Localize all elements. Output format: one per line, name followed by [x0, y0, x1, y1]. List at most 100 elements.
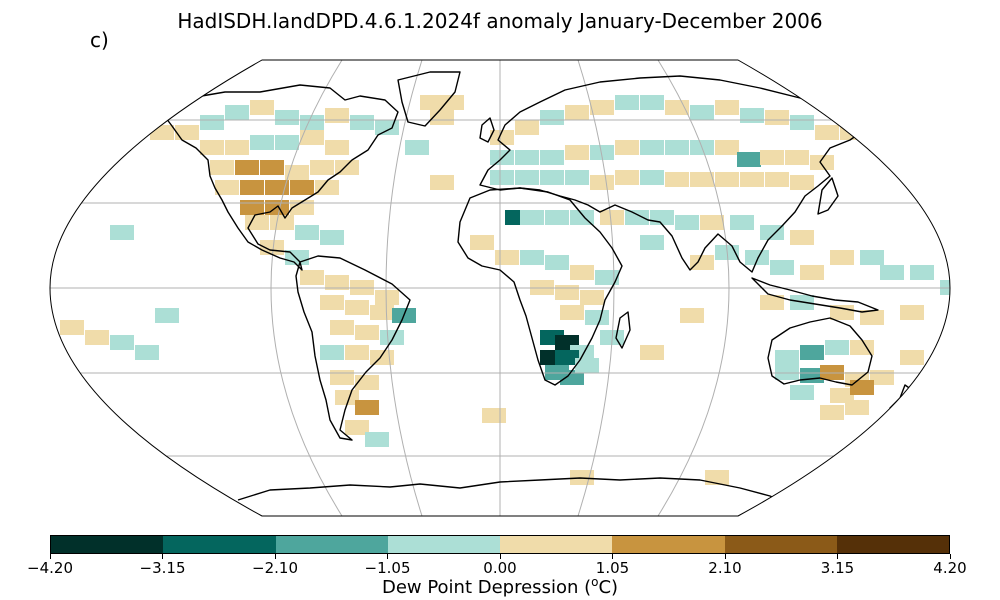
anomaly-cell: [850, 340, 874, 355]
anomaly-cell: [825, 340, 849, 355]
anomaly-cell: [640, 95, 664, 110]
anomaly-cell: [375, 290, 399, 305]
anomaly-cell: [665, 140, 689, 155]
anomaly-cell: [575, 358, 599, 373]
meridian-60w: [385, 60, 423, 516]
anomaly-cell: [520, 250, 544, 265]
anomaly-cell: [850, 380, 874, 395]
anomaly-cell: [845, 400, 869, 415]
graticule: [50, 60, 950, 516]
anomaly-cell: [810, 155, 834, 170]
colorbar-label: Dew Point Depression (oC): [381, 575, 619, 598]
anomaly-cell: [490, 130, 514, 145]
anomaly-cell: [320, 295, 344, 310]
anomaly-cell: [240, 180, 264, 195]
north-america-outline: [159, 84, 399, 271]
anomaly-cell: [640, 345, 664, 360]
anomaly-cell: [570, 265, 594, 280]
anomaly-cell: [345, 345, 369, 360]
colorbar-segment-5: [612, 536, 725, 553]
anomaly-cell: [210, 160, 234, 175]
anomaly-cell: [265, 180, 289, 195]
anomaly-cell: [565, 170, 589, 185]
colorbar-tick: [949, 554, 951, 559]
anomaly-cell: [365, 432, 389, 447]
japan-outline: [817, 177, 839, 215]
anomaly-cell: [830, 388, 854, 403]
colorbar-tick-label: 2.10: [708, 559, 742, 577]
uk-outline: [479, 117, 495, 143]
colorbar-segment-2: [275, 536, 388, 553]
anomaly-grid-cells: [60, 95, 950, 485]
coastlines: [159, 71, 916, 506]
anomaly-cell: [690, 255, 714, 270]
anomaly-cell: [300, 270, 324, 285]
world-map: [49, 59, 951, 517]
meridian-120w: [270, 60, 343, 516]
anomaly-cell: [665, 172, 689, 187]
colorbar-segment-7: [836, 536, 949, 553]
anomaly-cell: [715, 100, 739, 115]
anomaly-cell: [300, 115, 324, 130]
anomaly-cell: [740, 108, 764, 123]
map-boundary: [49, 59, 951, 517]
anomaly-cell: [320, 345, 344, 360]
anomaly-cell: [355, 325, 379, 340]
anomaly-cell: [490, 170, 514, 185]
anomaly-cell: [540, 150, 564, 165]
colorbar-tick-label: −1.05: [364, 559, 411, 577]
anomaly-cell: [715, 172, 739, 187]
anomaly-cell: [482, 408, 506, 423]
anomaly-cell: [870, 370, 894, 385]
anomaly-cell: [760, 150, 784, 165]
anomaly-cell: [200, 115, 224, 130]
anomaly-cell: [440, 95, 464, 110]
anomaly-cell: [285, 165, 309, 180]
anomaly-cell: [600, 210, 624, 225]
anomaly-cell: [560, 305, 584, 320]
anomaly-cell: [690, 172, 714, 187]
anomaly-cell: [770, 260, 794, 275]
colorbar-tick-label: −4.20: [27, 559, 73, 577]
anomaly-cell: [405, 140, 429, 155]
anomaly-cell: [275, 110, 299, 125]
anomaly-cell: [250, 100, 274, 115]
meridian-120e: [657, 60, 730, 516]
anomaly-cell: [110, 335, 134, 350]
anomaly-cell: [760, 295, 784, 310]
madagascar-outline: [615, 311, 631, 349]
anomaly-cell: [310, 160, 334, 175]
anomaly-cell: [545, 210, 569, 225]
anomaly-cell: [880, 265, 904, 280]
anomaly-cell: [175, 125, 199, 140]
anomaly-cell: [765, 172, 789, 187]
anomaly-cell: [680, 308, 704, 323]
anomaly-cell: [860, 310, 884, 325]
anomaly-cell: [940, 335, 950, 350]
colorbar-segment-6: [724, 536, 837, 553]
anomaly-cell: [765, 110, 789, 125]
anomaly-cell: [675, 215, 699, 230]
anomaly-cell: [820, 405, 844, 420]
anomaly-cell: [155, 308, 179, 323]
anomaly-cell: [590, 100, 614, 115]
anomaly-cell: [245, 215, 269, 230]
anomaly-cell: [565, 145, 589, 160]
anomaly-cell: [300, 130, 324, 145]
antarctica-outline: [237, 477, 791, 506]
anomaly-cell: [240, 200, 264, 215]
anomaly-cell: [740, 172, 764, 187]
anomaly-cell: [375, 120, 399, 135]
anomaly-cell: [295, 225, 319, 240]
colorbar-tick-label: −2.10: [252, 559, 298, 577]
eurasia-outline: [479, 75, 871, 273]
anomaly-cell: [800, 345, 824, 360]
anomaly-cell: [325, 275, 349, 290]
anomaly-cell: [545, 255, 569, 270]
indonesia-outline: [751, 277, 879, 313]
anomaly-cell: [330, 370, 354, 385]
anomaly-cell: [900, 305, 924, 320]
anomaly-cell: [370, 305, 394, 320]
anomaly-cell: [730, 215, 754, 230]
anomaly-cell: [60, 320, 84, 335]
